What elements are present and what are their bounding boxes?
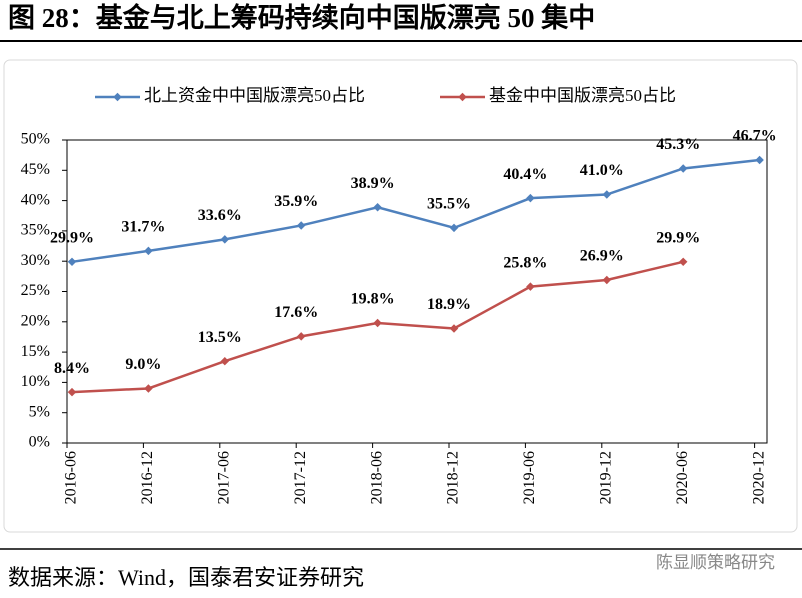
point (144, 384, 153, 393)
point (144, 246, 153, 256)
x-tick-label: 2018-06 (368, 451, 385, 504)
y-tick-label: 25% (21, 282, 50, 299)
point (296, 221, 306, 230)
y-tick-label: 50% (21, 131, 50, 148)
point (755, 155, 764, 165)
x-tick-label: 2017-12 (292, 451, 309, 504)
x-tick-label: 2020-06 (674, 451, 691, 504)
value-label: 35.5% (427, 196, 471, 213)
value-label: 9.0% (125, 356, 161, 373)
value-label: 17.6% (274, 304, 318, 321)
value-label: 45.3% (656, 136, 700, 153)
value-label: 41.0% (580, 162, 624, 179)
legend-marker (458, 92, 467, 102)
legend-marker (113, 92, 122, 102)
value-label: 29.9% (656, 229, 700, 246)
plot-border (66, 139, 768, 444)
y-tick-label: 20% (21, 312, 50, 329)
y-tick-label: 10% (21, 373, 50, 390)
value-label: 18.9% (427, 296, 471, 313)
y-tick-label: 15% (21, 343, 50, 360)
y-tick-label: 45% (21, 161, 50, 178)
y-tick-label: 30% (21, 252, 50, 269)
value-label: 25.8% (503, 254, 547, 271)
point (678, 257, 688, 267)
series-line (71, 158, 760, 264)
point (373, 203, 382, 212)
point (220, 235, 230, 244)
point (526, 282, 535, 291)
watermark: 陈显顺策略研究 (656, 553, 775, 573)
chart-frame (3, 59, 798, 533)
value-label: 40.4% (503, 166, 547, 183)
value-label: 38.9% (351, 175, 395, 192)
point (602, 275, 612, 285)
point (220, 356, 230, 366)
x-tick-label: 2017-06 (215, 451, 232, 504)
chart-title: 图 28：基金与北上筹码持续向中国版漂亮 50 集中 (8, 2, 595, 33)
x-tick-label: 2019-06 (521, 451, 538, 504)
value-label: 29.9% (50, 229, 94, 246)
source: 数据来源：Wind，国泰君安证券研究 (8, 565, 364, 590)
point (67, 387, 77, 397)
point (373, 318, 382, 328)
y-tick-label: 40% (21, 191, 50, 208)
value-label: 8.4% (54, 360, 90, 377)
value-label: 19.8% (351, 291, 395, 308)
point (449, 324, 459, 333)
x-tick-label: 2016-12 (139, 451, 156, 504)
point (449, 223, 459, 233)
x-tick-label: 2016-06 (63, 451, 80, 504)
point (602, 190, 612, 199)
point (526, 193, 535, 203)
value-label: 46.7% (733, 128, 777, 145)
point (678, 164, 688, 173)
legend-label: 基金中中国版漂亮50占比 (489, 86, 676, 105)
point (67, 257, 77, 267)
value-label: 33.6% (198, 207, 242, 224)
point (296, 332, 306, 341)
value-label: 13.5% (198, 329, 242, 346)
x-tick-label: 2018-12 (445, 451, 462, 504)
value-label: 31.7% (121, 219, 165, 236)
x-tick-label: 2019-12 (597, 451, 614, 504)
legend-label: 北上资金中中国版漂亮50占比 (144, 86, 365, 105)
value-label: 26.9% (580, 248, 624, 265)
y-tick-label: 0% (29, 434, 50, 451)
x-tick-label: 2020-12 (750, 451, 767, 504)
y-tick-label: 5% (29, 403, 50, 420)
value-label: 35.9% (274, 193, 318, 210)
y-tick-label: 35% (21, 222, 50, 239)
